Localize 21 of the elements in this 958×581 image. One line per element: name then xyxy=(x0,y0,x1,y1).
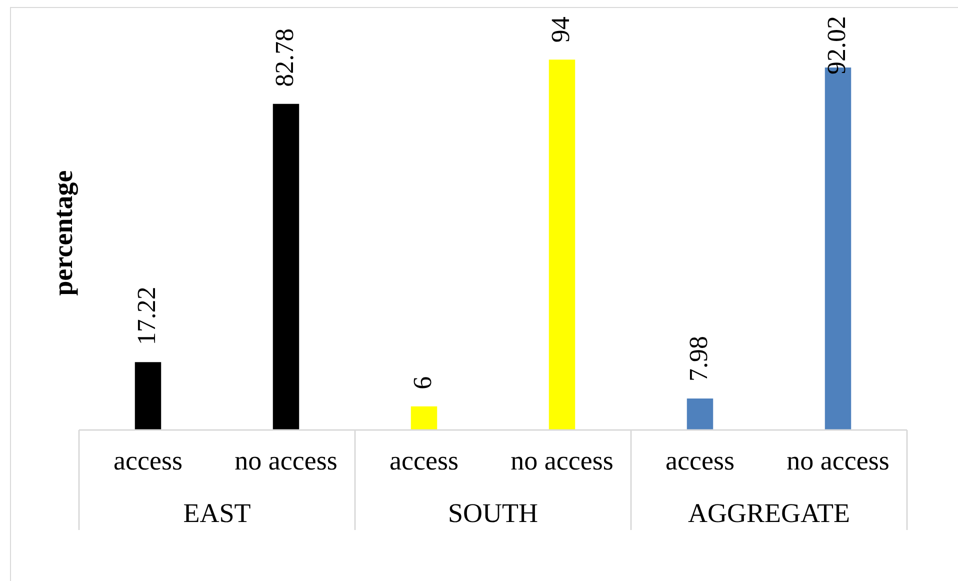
bar xyxy=(686,398,714,430)
x-tick-label: no access xyxy=(234,445,338,476)
data-label: 17.22 xyxy=(132,286,161,346)
x-tick-label: access xyxy=(390,445,458,476)
text: AGGREGATE xyxy=(688,498,850,528)
data-label: 7.98 xyxy=(684,336,713,382)
data-label: 6 xyxy=(408,376,437,390)
bar xyxy=(134,362,162,430)
x-tick-label: no access xyxy=(510,445,614,476)
x-tick-label: no access xyxy=(786,445,890,476)
text: SOUTH xyxy=(448,498,538,528)
bar xyxy=(548,60,576,430)
bar xyxy=(272,104,300,430)
x-tick-label: access xyxy=(114,445,182,476)
x-tick-label: access xyxy=(666,445,734,476)
y-axis-title: percentage xyxy=(48,170,78,296)
data-label: 92.02 xyxy=(822,16,851,74)
data-label: 94 xyxy=(546,16,575,43)
bar xyxy=(410,406,438,430)
data-label: 82.78 xyxy=(270,28,299,87)
text: EAST xyxy=(183,498,252,528)
